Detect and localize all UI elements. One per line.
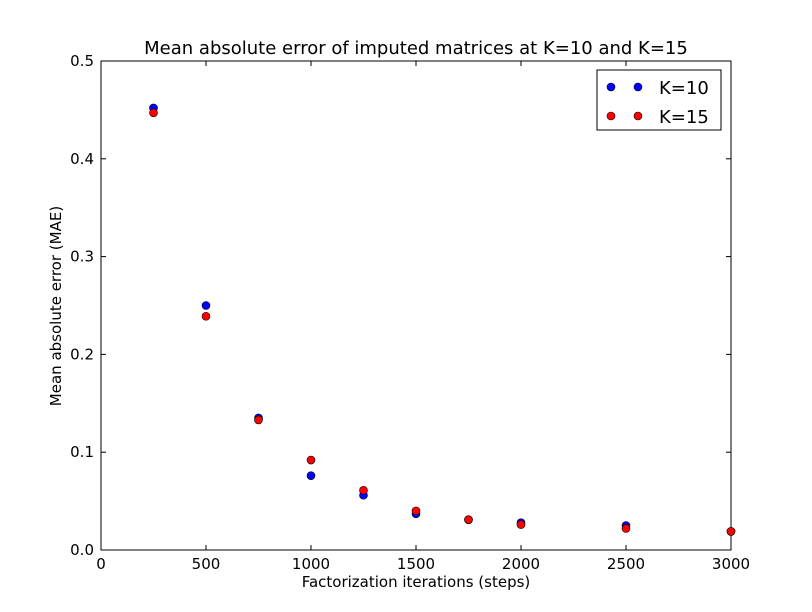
x-tick-label: 500 [192, 555, 221, 573]
data-point-series-1 [411, 506, 421, 516]
y-tick-label: 0.5 [70, 52, 94, 70]
y-tick-label: 0.4 [70, 150, 94, 168]
data-point-series-1 [306, 455, 316, 465]
x-tick-label: 0 [96, 555, 106, 573]
y-axis-label: Mean absolute error (MAE) [47, 206, 65, 406]
y-tick-label: 0.0 [70, 541, 94, 559]
x-axis-ticks: 0 500 1000 1500 2000 2500 3000 [96, 61, 750, 573]
x-tick-label: 1000 [292, 555, 330, 573]
x-axis-label: Factorization iterations (steps) [302, 573, 531, 591]
legend-label-series-1: K=15 [659, 107, 709, 128]
data-point-series-1 [464, 515, 473, 524]
y-axis-ticks: 0.0 0.1 0.2 0.3 0.4 0.5 [70, 52, 731, 559]
legend-label-series-0: K=10 [659, 78, 709, 99]
y-tick-label: 0.1 [70, 443, 94, 461]
legend: K=10 K=15 [596, 69, 722, 131]
data-point-series-1 [254, 415, 263, 425]
y-tick-label: 0.2 [70, 345, 94, 363]
x-tick-label: 3000 [712, 555, 750, 573]
data-point-series-1 [359, 486, 368, 495]
legend-marker-series-1 [633, 111, 643, 121]
legend-box [596, 69, 722, 131]
legend-marker-series-1 [606, 111, 616, 121]
data-point-series-0 [306, 471, 316, 480]
data-point-series-1 [726, 527, 736, 536]
y-tick-label: 0.3 [70, 248, 94, 266]
data-point-series-1 [516, 520, 526, 529]
data-point-series-1 [201, 311, 211, 321]
data-point-series-1 [149, 108, 158, 118]
data-points [149, 103, 736, 536]
plot-area [100, 60, 732, 551]
x-tick-label: 2000 [502, 555, 540, 573]
data-point-series-1 [621, 524, 631, 533]
x-tick-label: 1500 [397, 555, 435, 573]
chart-title: Mean absolute error of imputed matrices … [144, 38, 688, 59]
legend-marker-series-0 [633, 82, 643, 92]
data-point-series-0 [201, 301, 211, 310]
x-tick-label: 2500 [607, 555, 645, 573]
legend-marker-series-0 [606, 82, 616, 92]
